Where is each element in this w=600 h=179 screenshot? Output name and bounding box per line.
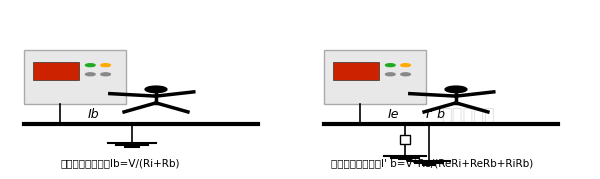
Text: 流过人体的电流：Ib=V/(Ri+Rb): 流过人体的电流：Ib=V/(Ri+Rb) (60, 158, 180, 168)
Text: 嘉峪检测网: 嘉峪检测网 (441, 107, 495, 125)
Circle shape (86, 64, 95, 67)
Bar (324, 50, 426, 104)
Text: Ie: Ie (387, 108, 399, 121)
Circle shape (386, 64, 395, 67)
Bar (33, 62, 79, 80)
Circle shape (445, 86, 467, 93)
Bar (333, 62, 379, 80)
Text: I' b: I' b (425, 108, 445, 121)
Circle shape (401, 64, 410, 67)
Bar (400, 135, 410, 144)
Circle shape (386, 73, 395, 76)
Bar (24, 50, 126, 104)
Circle shape (145, 86, 167, 93)
Circle shape (86, 73, 95, 76)
Circle shape (401, 73, 410, 76)
Text: 流过人体的电流：I' b=V*Re/(ReRi+ReRb+RiRb): 流过人体的电流：I' b=V*Re/(ReRi+ReRb+RiRb) (331, 158, 533, 168)
Text: Ib: Ib (87, 108, 99, 121)
Circle shape (101, 64, 110, 67)
Circle shape (101, 73, 110, 76)
